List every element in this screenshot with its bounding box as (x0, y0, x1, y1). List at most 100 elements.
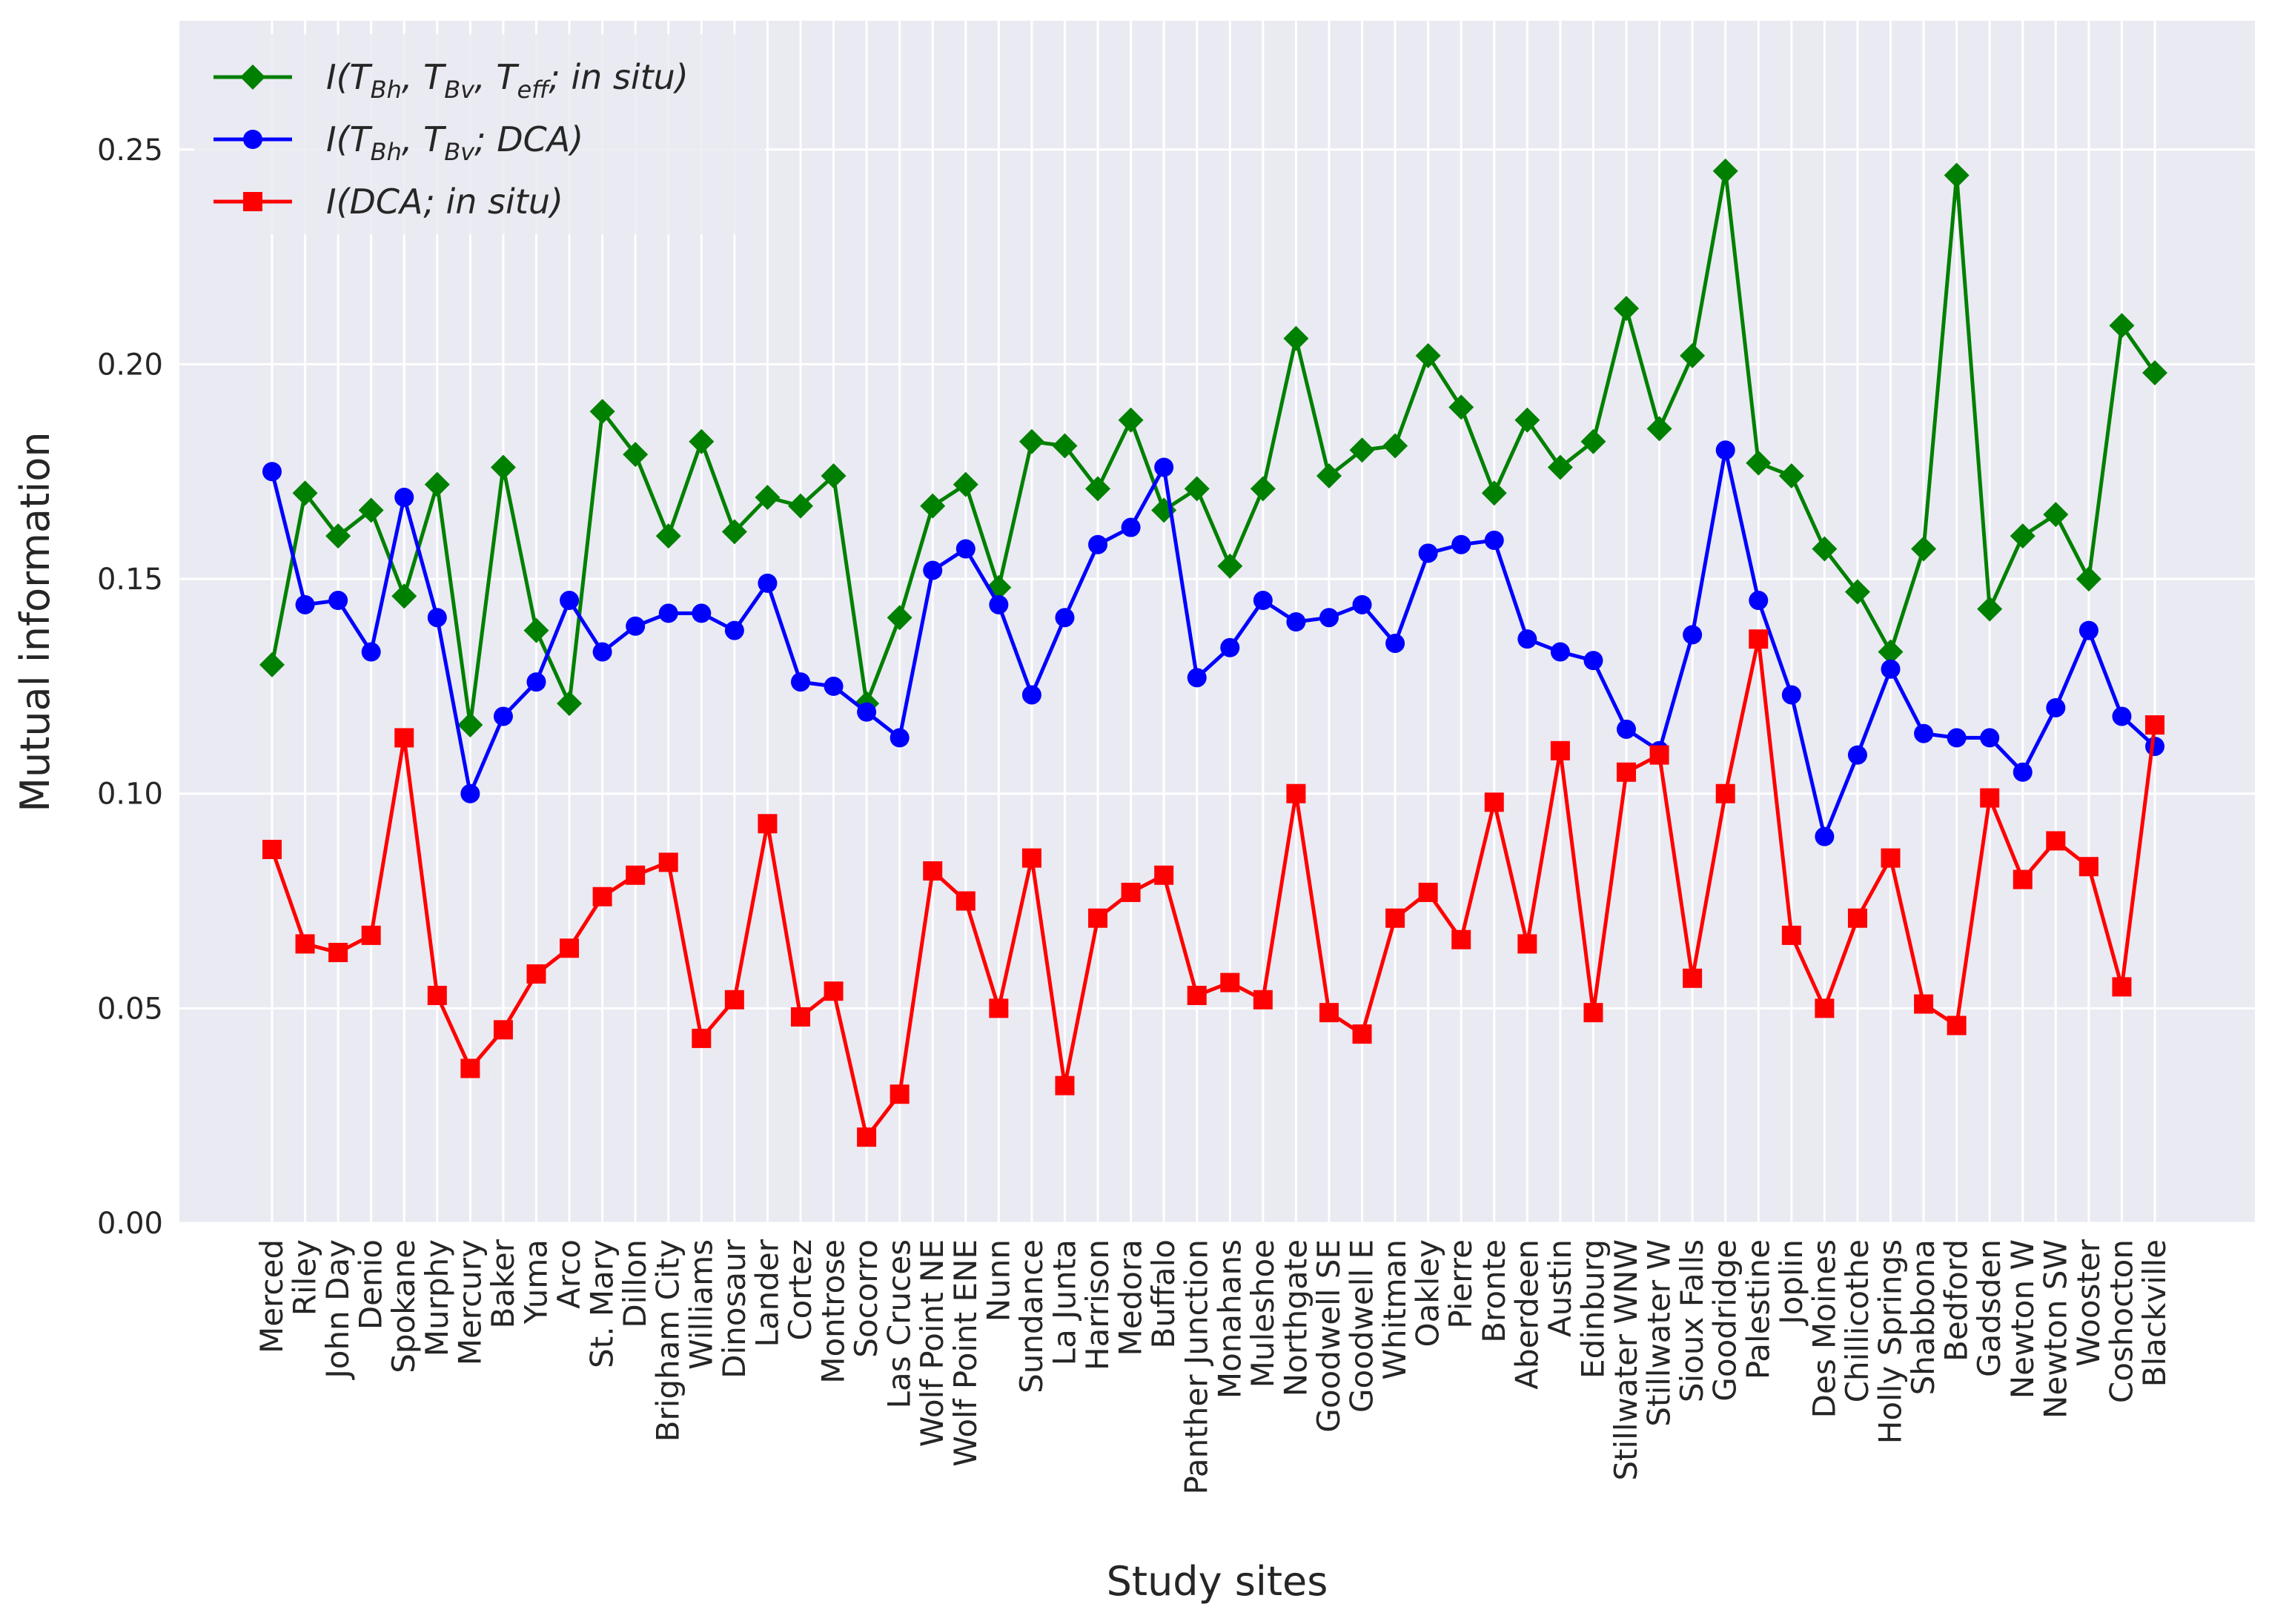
data-point-0 (2076, 566, 2101, 592)
data-point-2 (1253, 990, 1273, 1010)
x-tick-label: Gadsden (1971, 1239, 2007, 1377)
data-point-1 (328, 591, 348, 611)
x-tick-label: Edinburg (1574, 1239, 1611, 1379)
data-point-2 (560, 938, 580, 958)
data-point-1 (790, 672, 810, 692)
data-point-2 (989, 998, 1009, 1018)
x-tick-label: Muleshoe (1245, 1239, 1281, 1388)
data-point-1 (1286, 612, 1306, 632)
data-point-0 (1844, 579, 1870, 605)
x-tick-label: Wolf Point NE (914, 1239, 950, 1447)
data-point-2 (361, 925, 381, 945)
data-point-1 (824, 676, 844, 696)
legend-marker (243, 192, 262, 211)
legend-label-part: Bh (371, 76, 402, 104)
x-tick-label: St. Mary (584, 1239, 620, 1368)
data-point-2 (1154, 865, 1174, 885)
y-axis-ticks: 0.00 0.05 0.10 0.15 0.20 0.25 (97, 133, 163, 1241)
data-point-1 (427, 608, 447, 628)
legend-label-part: I(DCA; in situ) (326, 182, 563, 222)
data-point-2 (1847, 908, 1867, 928)
x-tick-label: Aberdeen (1508, 1239, 1545, 1390)
data-point-0 (1646, 416, 1672, 442)
x-tick-label: Whitman (1377, 1239, 1413, 1380)
data-point-2 (1418, 882, 1438, 902)
data-point-2 (1352, 1024, 1372, 1044)
x-tick-label: Monahans (1211, 1239, 1248, 1399)
data-point-2 (1484, 792, 1504, 812)
data-point-0 (1085, 476, 1111, 502)
x-tick-label: Bedford (1938, 1239, 1975, 1362)
x-tick-label: Northgate (1277, 1239, 1314, 1396)
legend-box (194, 34, 765, 234)
x-tick-label: Bronte (1476, 1239, 1512, 1343)
data-point-0 (1184, 476, 1210, 502)
data-point-2 (1055, 1076, 1075, 1096)
data-point-2 (1319, 1003, 1339, 1023)
data-point-0 (358, 497, 384, 523)
x-tick-label: Blackville (2136, 1239, 2173, 1387)
data-point-0 (1481, 480, 1507, 506)
data-point-0 (2010, 523, 2036, 549)
data-point-1 (1683, 625, 1703, 645)
legend-label-part: eff (517, 76, 551, 104)
data-point-2 (427, 985, 447, 1005)
data-point-2 (824, 981, 844, 1001)
legend-label-part: I(T (326, 57, 374, 97)
data-point-2 (1749, 629, 1769, 649)
data-point-0 (2109, 313, 2135, 339)
data-point-2 (1617, 762, 1637, 782)
legend-label: I(DCA; in situ) (326, 182, 563, 222)
data-point-0 (490, 454, 516, 480)
series-line-0 (270, 169, 2157, 727)
data-point-1 (1154, 457, 1174, 477)
x-tick-label: Pierre (1442, 1239, 1479, 1329)
x-tick-label: Spokane (385, 1239, 422, 1373)
data-point-0 (655, 523, 681, 549)
data-point-0 (1118, 407, 1144, 433)
x-tick-label: Sioux Falls (1674, 1239, 1710, 1402)
x-axis-label: Study sites (1107, 1558, 1328, 1605)
data-point-0 (259, 652, 285, 677)
data-point-2 (1815, 998, 1835, 1018)
data-point-2 (262, 840, 282, 860)
data-point-0 (1944, 162, 1970, 188)
data-point-0 (623, 442, 649, 468)
x-tick-label: Montrose (815, 1239, 852, 1384)
legend-label-part: Bv (444, 76, 475, 104)
data-point-1 (658, 603, 678, 623)
x-tick-label: Brigham City (650, 1239, 686, 1442)
legend-label-part: ; in situ) (549, 57, 689, 97)
data-point-1 (1617, 719, 1637, 739)
data-point-0 (1778, 463, 1804, 489)
data-point-1 (262, 462, 282, 482)
x-tick-label: Buffalo (1145, 1239, 1182, 1348)
x-tick-label: Nunn (980, 1239, 1016, 1322)
data-point-2 (1649, 745, 1669, 765)
data-point-1 (1749, 591, 1769, 611)
x-tick-label: Dillon (617, 1239, 653, 1328)
data-point-0 (1878, 639, 1904, 665)
data-point-1 (1980, 728, 2000, 748)
data-point-0 (1052, 433, 1078, 459)
data-point-2 (1517, 934, 1537, 954)
data-point-0 (887, 605, 912, 631)
data-point-1 (460, 783, 480, 803)
data-point-1 (1881, 659, 1901, 679)
x-tick-label: Arco (551, 1239, 587, 1309)
x-tick-label: Austin (1542, 1239, 1578, 1337)
data-point-2 (2145, 715, 2164, 735)
data-point-2 (592, 886, 612, 907)
legend-item-1: I(TBh, TBv; DCA) (213, 119, 583, 166)
data-point-1 (361, 642, 381, 662)
data-point-0 (821, 463, 847, 489)
data-point-0 (1283, 325, 1309, 351)
x-tick-label: Holly Springs (1872, 1239, 1909, 1444)
data-point-2 (955, 891, 975, 911)
data-point-2 (2078, 857, 2099, 877)
data-point-1 (692, 603, 712, 623)
x-tick-label: Las Cruces (881, 1239, 918, 1408)
x-tick-label: Riley (287, 1239, 323, 1316)
x-tick-label: Coshocton (2103, 1239, 2139, 1403)
y-axis-label: Mutual information (12, 431, 59, 812)
